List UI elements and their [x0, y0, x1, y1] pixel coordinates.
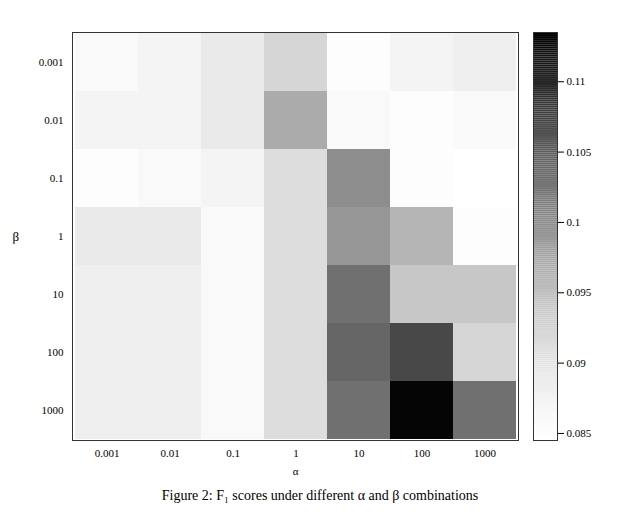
- svg-text:1000: 1000: [474, 447, 497, 459]
- svg-text:β: β: [13, 229, 20, 244]
- svg-text:0.105: 0.105: [567, 146, 592, 158]
- svg-text:10: 10: [53, 288, 65, 300]
- svg-text:1000: 1000: [42, 404, 65, 416]
- svg-text:0.001: 0.001: [95, 447, 120, 459]
- svg-text:0.01: 0.01: [44, 114, 63, 126]
- svg-text:10: 10: [354, 447, 366, 459]
- svg-text:0.1: 0.1: [567, 216, 581, 228]
- svg-text:0.01: 0.01: [160, 447, 179, 459]
- svg-text:0.095: 0.095: [567, 286, 592, 298]
- svg-text:α: α: [293, 465, 299, 477]
- svg-text:0.11: 0.11: [567, 75, 586, 87]
- svg-text:0.001: 0.001: [39, 56, 64, 68]
- svg-text:100: 100: [47, 346, 64, 358]
- svg-text:0.1: 0.1: [226, 447, 240, 459]
- svg-text:1: 1: [58, 230, 64, 242]
- svg-text:100: 100: [414, 447, 431, 459]
- svg-text:0.085: 0.085: [567, 427, 592, 439]
- svg-text:0.1: 0.1: [50, 172, 64, 184]
- html-text:Figure 2: F₁ scores under diff: Figure 2: F₁ scores under different α an…: [161, 488, 479, 503]
- svg-text:0.09: 0.09: [567, 357, 587, 369]
- svg-text:1: 1: [293, 447, 299, 459]
